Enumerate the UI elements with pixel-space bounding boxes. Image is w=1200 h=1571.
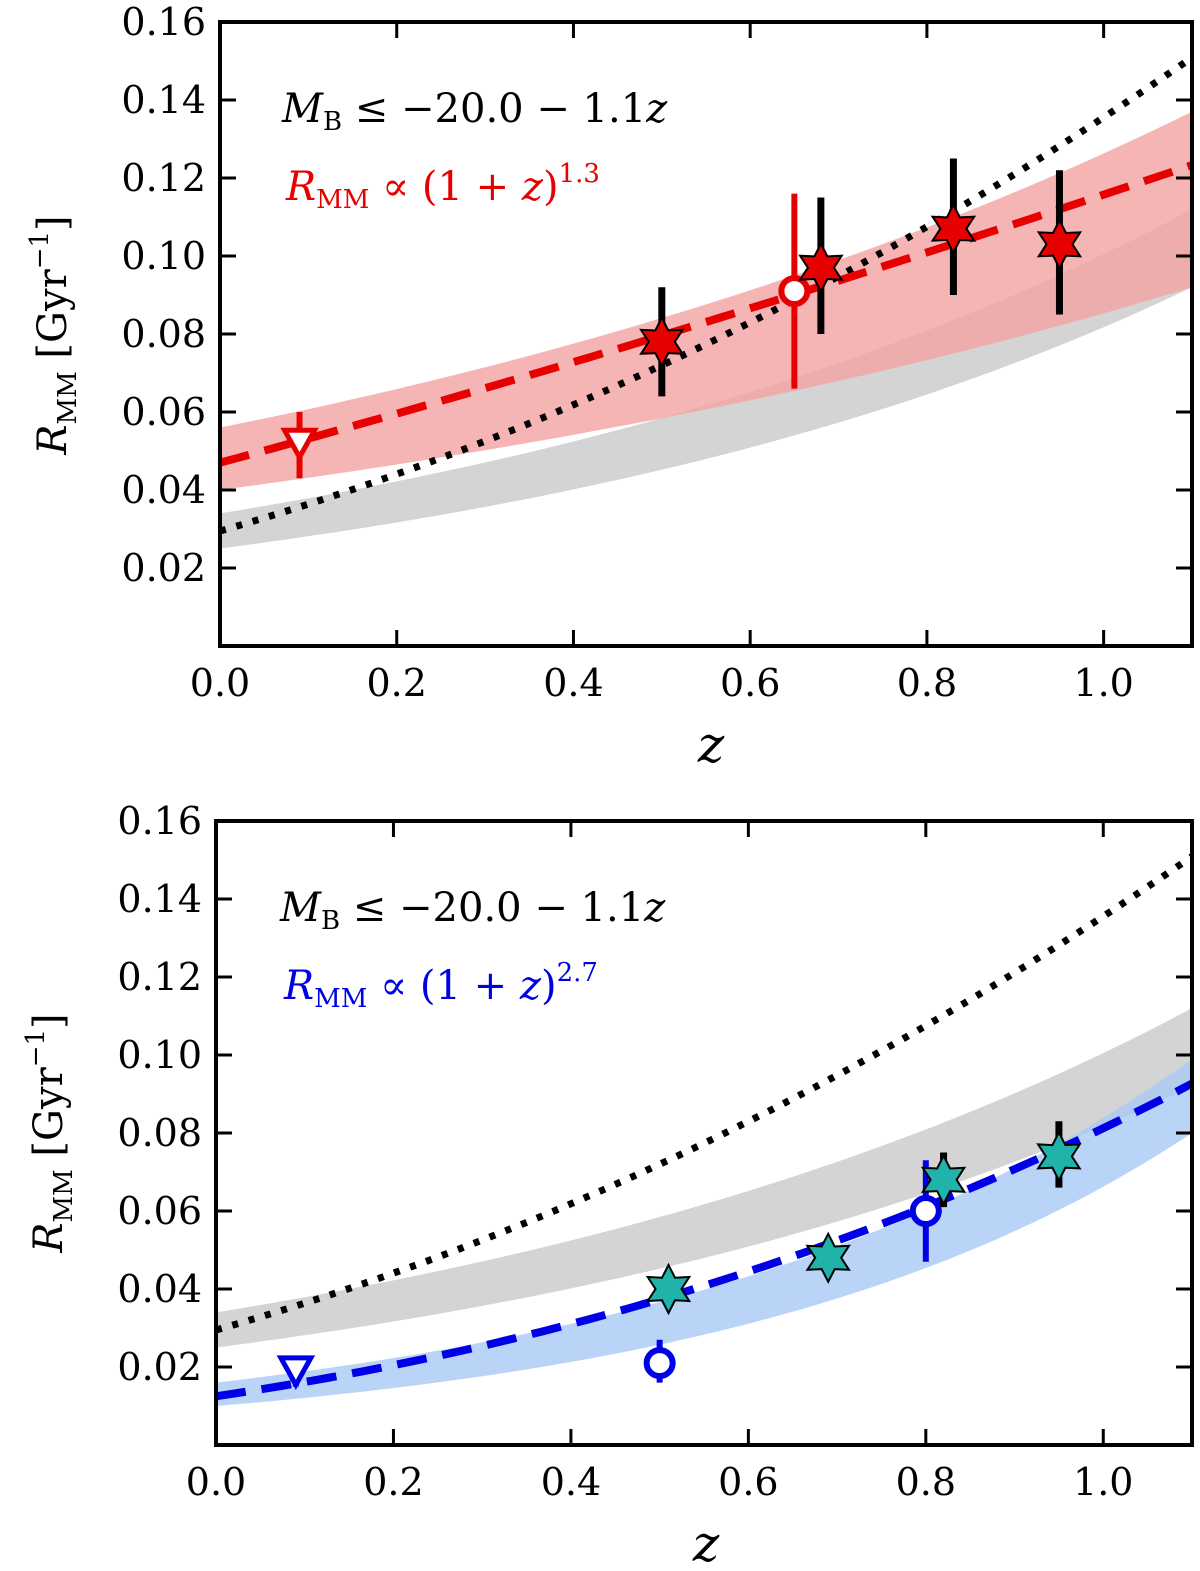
- bottom-y-tick-label: 0.12: [117, 955, 202, 999]
- top-selection-annotation: MB ≤ −20.0 − 1.1z: [281, 86, 668, 137]
- bottom-y-tick-label: 0.08: [117, 1111, 202, 1155]
- bottom-triangle-point: [276, 1355, 316, 1391]
- bottom-x-tick-label: 0.0: [186, 1460, 246, 1504]
- top-star-point: [930, 202, 977, 255]
- top-star-point: [639, 315, 685, 368]
- top-star-point: [1036, 218, 1083, 271]
- top-fit-annotation: RMM ∝ (1 + z)1.3: [285, 159, 600, 215]
- bottom-x-tick-label: 0.2: [363, 1460, 423, 1504]
- bottom-plot-area: [216, 853, 1192, 1406]
- top-reference-line: [220, 54, 1192, 535]
- bottom-star-point: [645, 1262, 692, 1316]
- top-y-tick-label: 0.04: [121, 468, 206, 512]
- top-plot-area: [220, 54, 1192, 549]
- top-y-tick-label: 0.12: [121, 156, 206, 200]
- bottom-x-tick-label: 0.8: [896, 1460, 956, 1504]
- bottom-reference-band: [216, 1008, 1192, 1348]
- bottom-y-tick-label: 0.02: [117, 1345, 202, 1389]
- top-x-tick-label: 0.2: [367, 661, 427, 705]
- top-x-tick-label: 0.0: [190, 661, 250, 705]
- top-y-axis-label: RMM [Gyr−1]: [25, 215, 83, 455]
- bottom-y-tick-label: 0.04: [117, 1267, 202, 1311]
- top-x-axis-label: z: [697, 716, 725, 774]
- bottom-circle-point: [643, 1347, 676, 1380]
- bottom-ticks: 0.0 0.2 0.4 0.6 0.8 1.0 0.02 0.04 0.06 0.08 0.10 0.…: [117, 799, 1192, 1504]
- bottom-selection-annotation: MB ≤ −20.0 − 1.1z: [279, 885, 666, 936]
- bottom-panel: 0.0 0.2 0.4 0.6 0.8 1.0 0.02 0.04 0.06 0.08 0.10 0.…: [21, 799, 1194, 1571]
- top-y-tick-label: 0.16: [121, 0, 206, 44]
- top-x-tick-label: 0.8: [897, 661, 957, 705]
- bottom-model-fit-line: [216, 1080, 1192, 1401]
- top-reference-band: [220, 209, 1192, 549]
- top-triangle-point: [280, 427, 319, 463]
- svg-text:RMM [Gyr−1]: RMM [Gyr−1]: [25, 215, 83, 455]
- bottom-y-tick-label: 0.16: [117, 799, 202, 843]
- bottom-reference-line: [216, 853, 1192, 1334]
- top-y-tick-label: 0.08: [121, 312, 206, 356]
- bottom-star-point: [920, 1153, 967, 1206]
- top-panel: 0.0 0.2 0.4 0.6 0.8 1.0 0.02 0.04 0.06 0.08 0.10 0.…: [25, 0, 1194, 774]
- top-star-point: [798, 241, 844, 294]
- top-y-tick-label: 0.14: [121, 78, 206, 122]
- bottom-y-tick-label: 0.14: [117, 877, 202, 921]
- bottom-circle-point: [909, 1195, 942, 1227]
- top-y-tick-label: 0.06: [121, 390, 206, 434]
- top-model-fit-line: [220, 161, 1192, 467]
- top-y-tick-label: 0.02: [121, 546, 206, 590]
- bottom-y-axis-label: RMM [Gyr−1]: [21, 1013, 79, 1253]
- top-x-tick-label: 1.0: [1073, 661, 1133, 705]
- top-x-tick-label: 0.4: [543, 661, 603, 705]
- bottom-y-tick-label: 0.06: [117, 1189, 202, 1233]
- bottom-x-tick-label: 0.6: [718, 1460, 778, 1504]
- bottom-x-tick-label: 1.0: [1073, 1460, 1133, 1504]
- bottom-fit-annotation: RMM ∝ (1 + z)2.7: [283, 958, 598, 1014]
- top-circle-point: [778, 275, 811, 308]
- top-ticks: 0.0 0.2 0.4 0.6 0.8 1.0 0.02 0.04 0.06 0.08 0.10 0.…: [121, 0, 1192, 705]
- bottom-star-point: [1036, 1130, 1082, 1183]
- svg-text:RMM [Gyr−1]: RMM [Gyr−1]: [21, 1013, 79, 1253]
- bottom-x-axis-label: z: [692, 1515, 720, 1571]
- bottom-y-tick-label: 0.10: [117, 1033, 202, 1077]
- bottom-model-band: [216, 1058, 1192, 1406]
- bottom-star-point: [805, 1231, 851, 1284]
- top-y-tick-label: 0.10: [121, 234, 206, 278]
- bottom-x-tick-label: 0.4: [541, 1460, 601, 1504]
- top-x-tick-label: 0.6: [720, 661, 780, 705]
